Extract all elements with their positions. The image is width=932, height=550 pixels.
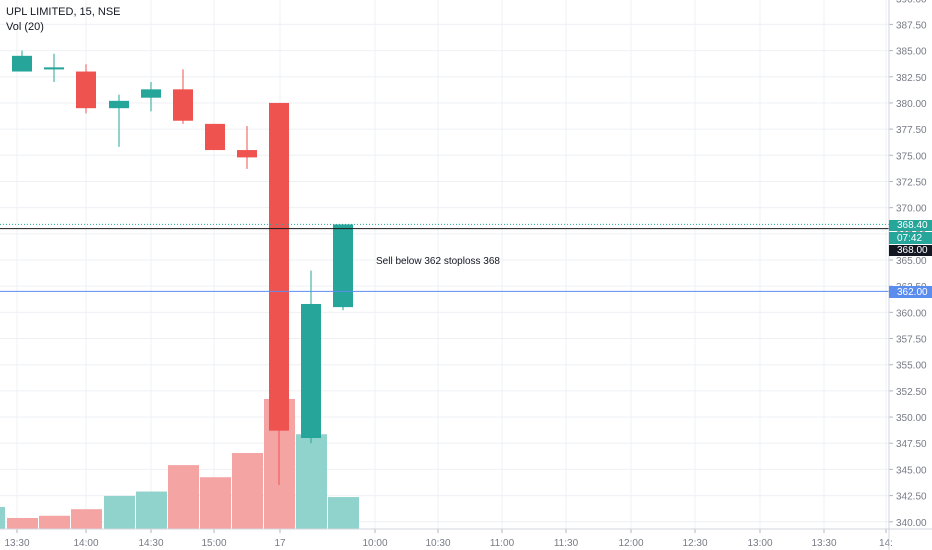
price-axis-label: 350.00 — [896, 413, 927, 424]
stoploss-badge: 368.00 — [897, 245, 928, 256]
time-axis-label: 11:00 — [490, 538, 515, 549]
price-axis-label: 390.00 — [896, 0, 927, 5]
volume-bar — [328, 497, 359, 529]
candle-body[interactable] — [205, 123, 225, 151]
candle-body[interactable] — [141, 89, 161, 98]
candle-body[interactable] — [237, 150, 257, 158]
countdown-badge: 07:42 — [897, 233, 922, 244]
last-price-badge: 368.40 — [897, 220, 928, 231]
candle-body[interactable] — [12, 55, 32, 72]
entry-badge: 362.00 — [897, 287, 928, 298]
chart-title: UPL LIMITED, 15, NSE — [6, 6, 121, 18]
volume-bar — [104, 495, 135, 529]
volume-legend: Vol (20) — [6, 21, 44, 33]
time-axis-label: 12:00 — [618, 538, 643, 549]
time-axis-label: 15:00 — [201, 538, 226, 549]
price-axis-label: 370.00 — [896, 204, 927, 215]
price-axis-label: 382.50 — [896, 73, 927, 84]
price-axis-label: 387.50 — [896, 20, 927, 31]
time-axis-label: 11:30 — [554, 538, 579, 549]
volume-bar — [200, 477, 231, 529]
price-axis-label: 385.00 — [896, 47, 927, 58]
price-axis-label: 352.50 — [896, 387, 927, 398]
candle-body[interactable] — [269, 102, 289, 431]
price-axis-label: 340.00 — [896, 518, 927, 529]
last-price-badge-bg — [889, 220, 932, 231]
time-axis-label: 14: — [879, 538, 893, 549]
time-axis-label: 13:00 — [747, 538, 772, 549]
price-axis-label: 380.00 — [896, 99, 927, 110]
volume-bar — [168, 465, 199, 529]
price-axis-label: 357.50 — [896, 335, 927, 346]
time-axis-label: 13:30 — [811, 538, 836, 549]
volume-bar — [296, 434, 327, 529]
time-axis-label: 17 — [274, 538, 286, 549]
volume-bar — [71, 509, 102, 529]
countdown-badge-bg — [889, 232, 932, 244]
volume-bar — [7, 517, 38, 529]
price-axis-label: 377.50 — [896, 125, 927, 136]
volume-bars — [0, 399, 359, 529]
candle-body[interactable] — [44, 67, 64, 70]
price-axis-label: 365.00 — [896, 256, 927, 267]
volume-bar — [39, 515, 70, 529]
price-axis-label: 342.50 — [896, 492, 927, 503]
candles[interactable] — [12, 50, 353, 486]
time-axis-label: 14:00 — [73, 538, 98, 549]
volume-bar — [232, 452, 263, 529]
price-axis-label: 360.00 — [896, 308, 927, 319]
time-axis-label: 14:30 — [138, 538, 163, 549]
price-axis-label: 375.00 — [896, 151, 927, 162]
time-axis-label: 10:30 — [425, 538, 450, 549]
time-axis-label: 13:30 — [4, 538, 29, 549]
price-axis-label: 345.00 — [896, 465, 927, 476]
candle-body[interactable] — [173, 89, 193, 121]
time-axis-label: 12:30 — [682, 538, 707, 549]
candle-body[interactable] — [301, 303, 321, 438]
trade-annotation[interactable]: Sell below 362 stoploss 368 — [376, 256, 500, 267]
candle-body[interactable] — [333, 224, 353, 308]
price-axis-label: 347.50 — [896, 439, 927, 450]
candle-body[interactable] — [109, 100, 129, 109]
volume-bar — [136, 491, 167, 529]
horizontal-lines[interactable] — [0, 223, 889, 292]
entry-badge-bg — [889, 286, 932, 298]
volume-bar — [0, 506, 5, 529]
time-axis-label: 10:00 — [362, 538, 387, 549]
candle-body[interactable] — [76, 71, 96, 109]
price-axis-label: 372.50 — [896, 177, 927, 188]
price-axis-label: 355.00 — [896, 361, 927, 372]
stoploss-badge-bg — [889, 245, 932, 256]
